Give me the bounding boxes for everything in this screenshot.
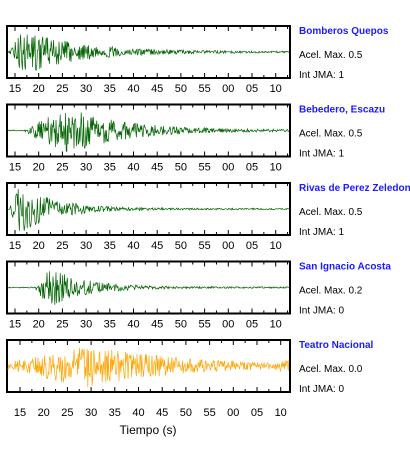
x-tick-label: 40 [127,240,139,252]
x-tick-label: 15 [9,162,21,174]
x-tick-label: 00 [222,240,234,252]
x-tick-label: 10 [275,407,287,419]
x-tick-label: 50 [175,319,187,331]
x-tick-label: 45 [151,240,163,252]
x-tick-label: 05 [246,83,258,95]
x-tick-label: 00 [227,407,239,419]
panel-5: 15 20 25 30 35 40 45 50 55 00 05 10 Teatro Nacional A… [6,339,373,419]
x-tick-label: 30 [80,319,92,331]
waveform-trace [7,271,289,305]
waveform-trace [7,347,290,388]
x-tick-label: 15 [14,407,26,419]
x-tick-label: 25 [61,407,73,419]
x-tick-label: 25 [56,162,68,174]
x-tick-label: 40 [127,162,139,174]
waveform-trace [7,112,290,153]
x-tick-label: 20 [33,319,45,331]
x-tick-label: 20 [38,407,50,419]
acel-max-label: Acel. Max. 0.5 [299,129,363,140]
x-tick-label: 00 [222,162,234,174]
panel-frame [6,260,291,315]
x-tick-label: 25 [56,319,68,331]
int-jma-label: Int JMA: 1 [299,227,344,238]
x-tick-label: 05 [251,407,263,419]
acel-max-label: Acel. Max. 0.5 [299,50,363,61]
station-name: Teatro Nacional [299,340,373,351]
int-jma-label: Int JMA: 0 [299,306,344,317]
x-tick-label: 45 [156,407,168,419]
panel-frame [6,25,291,79]
int-jma-label: Int JMA: 1 [299,70,344,81]
acel-max-label: Acel. Max. 0.2 [299,286,363,297]
x-tick-label: 25 [56,83,68,95]
x-tick-label: 20 [33,83,45,95]
int-jma-label: Int JMA: 0 [299,384,344,395]
x-tick-label: 30 [80,240,92,252]
x-tick-label: 35 [109,407,121,419]
x-tick-label: 05 [246,240,258,252]
x-tick-label: 15 [9,240,21,252]
x-tick-label: 15 [9,83,21,95]
x-tick-label: 55 [198,240,210,252]
station-name: San Ignacio Acosta [299,262,391,273]
x-tick-label: 35 [104,162,116,174]
panel-frame [6,339,291,393]
x-tick-label: 35 [104,319,116,331]
x-tick-label: 50 [175,83,187,95]
waveform-trace [7,34,290,71]
station-name: Rivas de Perez Zeledon [299,183,410,194]
x-tick-label: 05 [246,319,258,331]
x-tick-label: 35 [104,240,116,252]
panel-frame [6,182,291,236]
x-tick-label: 45 [151,83,163,95]
x-tick-label: 55 [198,162,210,174]
x-tick-label: 50 [175,240,187,252]
x-tick-label: 45 [151,319,163,331]
x-tick-label: 10 [270,240,282,252]
x-tick-label: 40 [132,407,144,419]
x-tick-label: 00 [222,319,234,331]
x-tick-label: 20 [33,240,45,252]
x-tick-label: 35 [104,83,116,95]
x-tick-label: 10 [270,83,282,95]
x-tick-label: 30 [80,83,92,95]
station-name: Bomberos Quepos [299,26,389,37]
x-tick-label: 05 [246,162,258,174]
x-tick-label: 40 [127,83,139,95]
waveform-trace [8,188,289,231]
acel-max-label: Acel. Max. 0.5 [299,207,363,218]
panel-2: 15 20 25 30 35 40 45 50 55 00 05 10 Bebedero, Escazu… [6,103,385,174]
x-tick-label: 55 [203,407,215,419]
x-tick-label: 25 [56,240,68,252]
panel-3: 15 20 25 30 35 40 45 50 55 00 05 10 Rivas de Perez Z… [6,182,410,252]
int-jma-label: Int JMA: 1 [299,149,344,160]
x-axis-title: Tiempo (s) [120,423,177,437]
x-tick-label: 50 [180,407,192,419]
x-tick-label: 55 [198,319,210,331]
x-tick-label: 15 [9,319,21,331]
x-tick-label: 00 [222,83,234,95]
x-tick-label: 30 [85,407,97,419]
panel-4: 15 20 25 30 35 40 45 50 55 00 05 10 San Ignacio Acos… [6,260,391,331]
x-tick-label: 50 [175,162,187,174]
acel-max-label: Acel. Max. 0.0 [299,364,363,375]
x-tick-label: 30 [80,162,92,174]
x-tick-label: 20 [33,162,45,174]
x-tick-label: 10 [270,319,282,331]
x-tick-label: 45 [151,162,163,174]
x-tick-label: 10 [270,162,282,174]
panel-frame [6,103,291,158]
station-name: Bebedero, Escazu [299,105,385,116]
x-tick-label: 55 [198,83,210,95]
panel-1: 15 20 25 30 35 40 45 50 55 00 05 10 Bomberos Quepos A… [6,25,389,95]
x-tick-label: 40 [127,319,139,331]
